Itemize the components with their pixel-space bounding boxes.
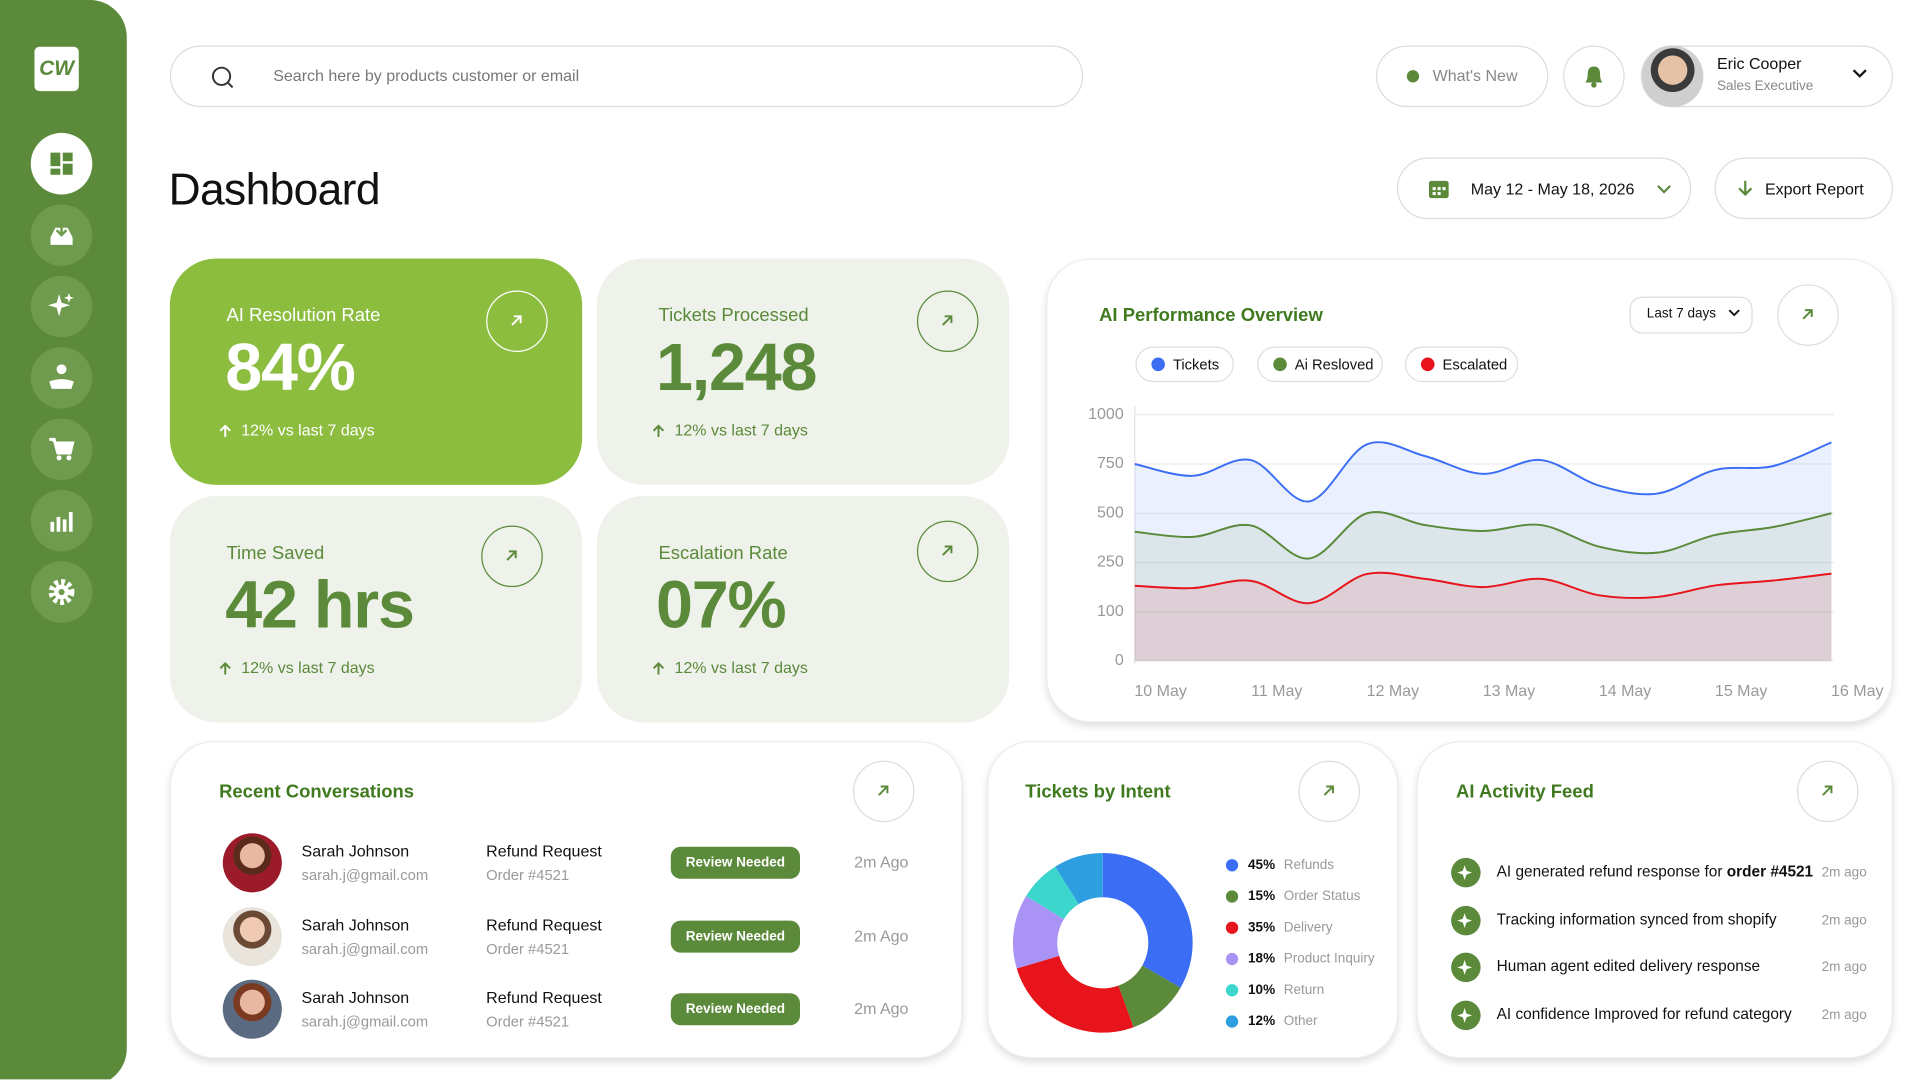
whats-new-label: What's New	[1432, 66, 1518, 85]
export-label: Export Report	[1764, 179, 1864, 199]
calendar-icon	[1428, 180, 1449, 199]
contact-email: sarah.j@gmail.com	[301, 1012, 429, 1031]
logo[interactable]: CW	[34, 46, 79, 92]
card-title: AI Activity Feed	[1456, 781, 1594, 803]
activity-text: Tracking information synced from shopify	[1496, 910, 1777, 928]
user-name: Eric Cooper	[1716, 54, 1802, 73]
nav-dashboard[interactable]	[30, 132, 93, 195]
activity-time: 2m ago	[1821, 865, 1867, 881]
nav-ai[interactable]	[30, 275, 93, 338]
status-dot	[1406, 70, 1420, 83]
nav-settings[interactable]	[30, 561, 93, 623]
activity-time: 2m ago	[1821, 1007, 1867, 1023]
activity-text: AI generated refund response for order #…	[1497, 863, 1813, 880]
activity-icon	[1451, 905, 1481, 935]
avatar	[222, 833, 282, 893]
open-button[interactable]	[481, 525, 543, 588]
contact-name: Sarah Johnson	[301, 988, 410, 1007]
activity-highlight: order #4521	[1726, 862, 1814, 881]
kpi-label: Tickets Processed	[658, 305, 809, 327]
activity-text: Tracking information synced from shopify	[1497, 910, 1777, 927]
open-button[interactable]	[852, 760, 915, 823]
whats-new-button[interactable]	[1376, 45, 1549, 108]
open-button[interactable]	[916, 520, 979, 583]
kpi-value: 1,248	[656, 331, 817, 405]
nav-support[interactable]	[30, 347, 93, 409]
search-icon	[211, 66, 234, 89]
nav-analytics[interactable]	[30, 489, 93, 552]
open-button[interactable]	[1796, 760, 1859, 823]
contact-name: Sarah Johnson	[301, 841, 410, 861]
contact-name: Sarah Johnson	[301, 915, 410, 934]
contact-email: sarah.j@gmail.com	[301, 939, 429, 957]
chevron	[1657, 185, 1671, 194]
contact-email: sarah.j@gmail.com	[301, 866, 429, 884]
period-label: Last 7 days	[1646, 306, 1717, 322]
kpi-label: Time Saved	[226, 542, 325, 564]
kpi-value: 07%	[656, 568, 787, 643]
kpi-delta: 12% vs last 7 days	[241, 658, 375, 677]
activity-text: Human agent edited delivery response	[1496, 957, 1761, 975]
date-range: May 12 - May 18, 2026	[1470, 179, 1635, 199]
up-arrow	[219, 662, 231, 675]
topic: Refund Request	[486, 988, 602, 1007]
activity-time: 2m ago	[1821, 912, 1867, 928]
performance-card	[1046, 258, 1893, 723]
user-avatar	[1641, 45, 1704, 108]
activity-text: AI generated refund response for	[1496, 862, 1727, 881]
order-id: Order #4521	[486, 866, 570, 884]
avatar	[222, 906, 282, 966]
activity-icon	[1451, 1000, 1481, 1030]
page-title: Dashboard	[168, 163, 381, 215]
nav-cart[interactable]	[30, 418, 93, 481]
status-badge[interactable]: Review Needed	[670, 920, 801, 953]
activity-icon	[1451, 952, 1481, 983]
time: 2m Ago	[854, 999, 909, 1018]
kpi-value: 42 hrs	[225, 568, 415, 643]
kpi-label: Escalation Rate	[658, 542, 788, 564]
open-button[interactable]	[1777, 284, 1839, 346]
up-arrow	[652, 662, 665, 675]
topic: Refund Request	[486, 915, 602, 934]
activity-time: 2m ago	[1821, 960, 1867, 975]
kpi-label: AI Resolution Rate	[226, 305, 381, 327]
open-button[interactable]	[916, 290, 979, 353]
up-arrow	[219, 424, 231, 437]
notifications-button[interactable]	[1563, 45, 1625, 108]
activity-text: AI confidence Improved for refund catego…	[1496, 1004, 1792, 1023]
kpi-delta: 12% vs last 7 days	[674, 420, 808, 440]
search-placeholder: Search here by products customer or emai…	[273, 66, 580, 85]
user-role: Sales Executive	[1716, 78, 1814, 94]
chevron	[1852, 69, 1867, 78]
kpi-value: 84%	[225, 331, 356, 405]
time: 2m Ago	[854, 926, 909, 945]
up-arrow	[652, 424, 665, 437]
period-select[interactable]	[1629, 296, 1753, 334]
status-badge[interactable]: Review Needed	[670, 846, 801, 879]
order-id: Order #4521	[486, 1012, 570, 1031]
chevron	[1728, 309, 1740, 317]
activity-icon	[1451, 857, 1481, 888]
topic: Refund Request	[486, 841, 602, 861]
status-badge[interactable]: Review Needed	[670, 993, 801, 1026]
avatar	[222, 979, 282, 1039]
conversations-card	[169, 740, 963, 1059]
open-button[interactable]	[486, 290, 548, 353]
activity-text: Human agent edited delivery response	[1497, 958, 1760, 975]
date-range-picker[interactable]	[1396, 157, 1692, 220]
card-title: Recent Conversations	[219, 781, 415, 803]
kpi-delta: 12% vs last 7 days	[241, 420, 375, 440]
order-id: Order #4521	[486, 939, 570, 957]
open-button[interactable]	[1298, 760, 1361, 823]
kpi-delta: 12% vs last 7 days	[674, 658, 808, 677]
download-icon	[1738, 180, 1753, 197]
activity-text: AI confidence Improved for refund catego…	[1497, 1005, 1792, 1022]
nav-inbox[interactable]	[30, 204, 93, 266]
time: 2m Ago	[854, 852, 909, 872]
search-bar[interactable]	[169, 45, 1084, 108]
card-title: AI Performance Overview	[1099, 305, 1323, 327]
card-title: Tickets by Intent	[1025, 781, 1171, 803]
